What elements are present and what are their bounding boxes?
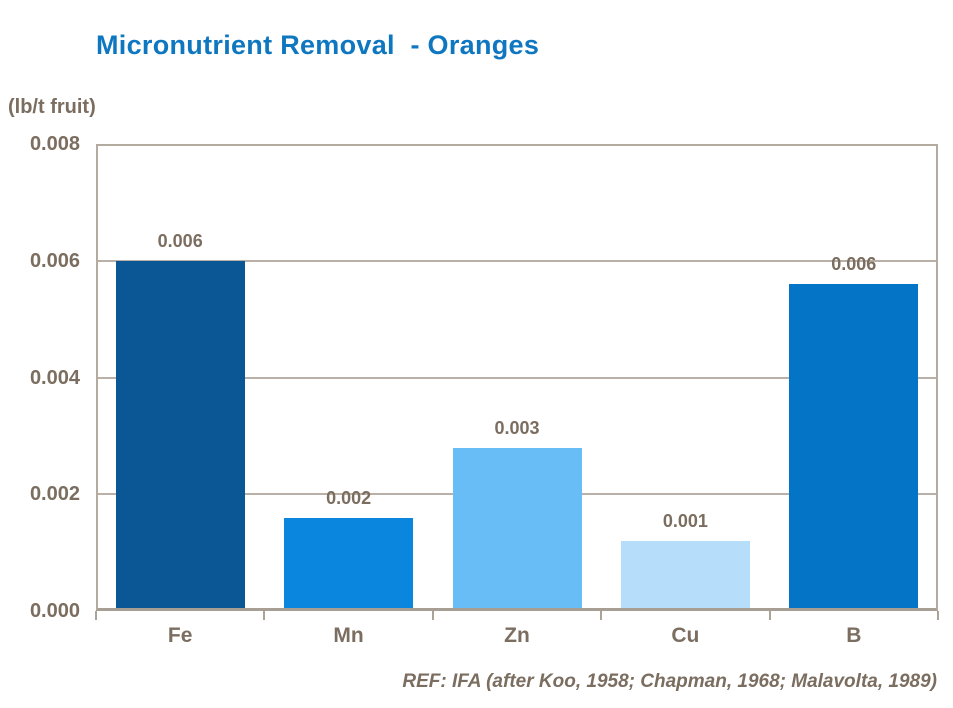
- bar-mn: [284, 517, 414, 611]
- chart-title: Micronutrient Removal - Oranges: [96, 30, 540, 60]
- bar-fe: [115, 260, 245, 611]
- x-tick-mark: [768, 611, 771, 620]
- bar-value-label: 0.006: [157, 230, 203, 251]
- x-tick-mark: [937, 611, 939, 620]
- x-category-label-fe: Fe: [167, 624, 193, 647]
- bar-b: [789, 284, 919, 611]
- gridline: [96, 259, 938, 262]
- gridline: [96, 376, 938, 379]
- bar-value-label: 0.006: [831, 254, 877, 275]
- x-tick-mark: [600, 611, 603, 620]
- bar-value-label: 0.003: [494, 417, 540, 438]
- x-category-label-mn: Mn: [333, 624, 364, 647]
- bar-zn: [452, 447, 582, 611]
- x-category-label-cu: Cu: [671, 624, 700, 647]
- y-tick-label: 0.006: [29, 249, 80, 272]
- y-tick-label: 0.004: [29, 366, 80, 389]
- y-axis-unit-label: (lb/t fruit): [8, 96, 96, 118]
- x-category-label-b: B: [846, 624, 862, 647]
- bar-value-label: 0.001: [662, 510, 708, 531]
- y-tick-label: 0.000: [29, 600, 80, 622]
- x-tick-mark: [95, 611, 97, 620]
- y-tick-label: 0.002: [29, 483, 80, 506]
- x-category-label-zn: Zn: [504, 624, 530, 647]
- y-tick-label: 0.008: [29, 133, 80, 155]
- reference-citation: REF: IFA (after Koo, 1958; Chapman, 1968…: [402, 671, 937, 692]
- x-tick-mark: [431, 611, 434, 620]
- bar-cu: [620, 540, 750, 611]
- bar-value-label: 0.002: [326, 487, 372, 508]
- x-tick-mark: [263, 611, 266, 620]
